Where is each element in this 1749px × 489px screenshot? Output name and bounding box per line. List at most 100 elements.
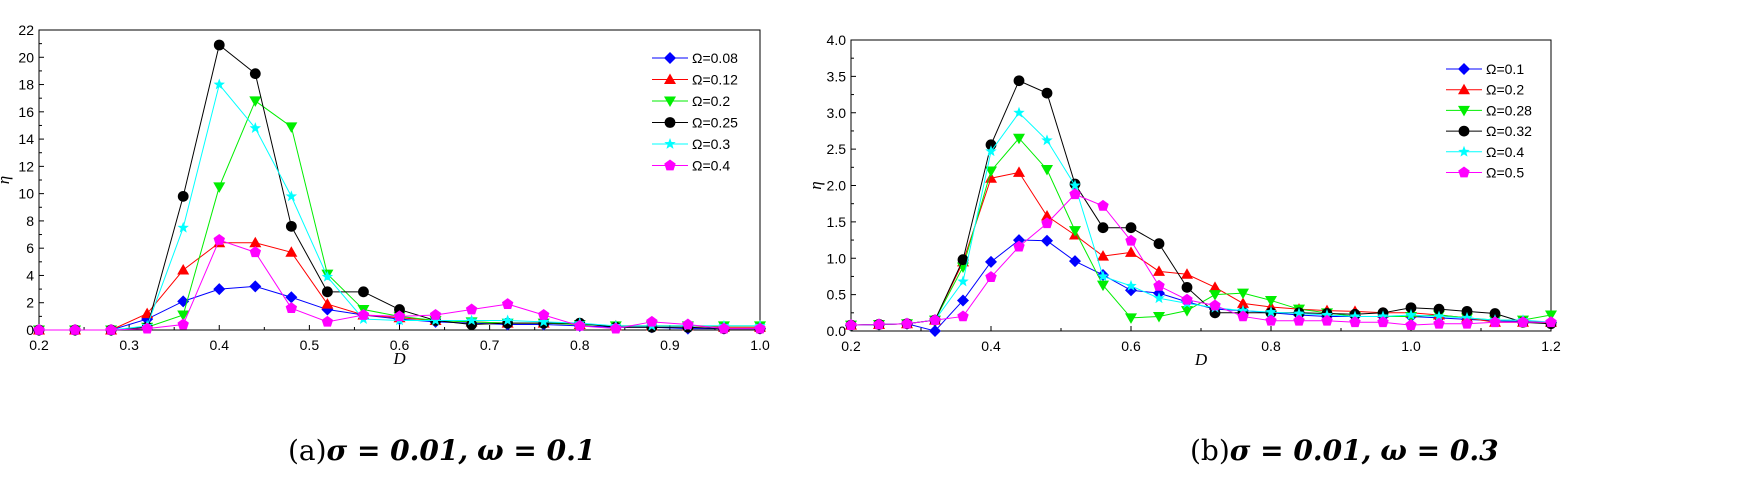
y-tick-label: 4 [26,267,34,283]
y-tick-label: 10 [18,186,34,202]
y-axis-label: η [806,181,825,189]
data-point [213,182,226,193]
legend-marker [1458,166,1470,178]
data-point [1041,164,1053,176]
data-point [1237,288,1249,300]
y-tick-label: 14 [18,131,34,147]
data-point [1069,179,1081,191]
data-point [1125,246,1137,257]
data-point [501,314,514,326]
data-point [249,96,262,107]
data-point [1041,87,1053,99]
caption-b-sigma: σ = 0.01, [1229,434,1372,467]
legend-marker [664,138,676,149]
data-point [1489,316,1501,328]
data-point [1153,311,1165,323]
legend-entry: Ω=0.4 [692,158,730,174]
data-point [985,145,997,157]
data-point [177,190,189,202]
data-point [1545,310,1557,321]
y-tick-label: 1.5 [827,214,847,230]
data-point [213,234,225,245]
caption-a: (a)σ = 0.01, ω = 0.1 [288,434,595,467]
data-point [873,318,885,330]
data-point [985,166,997,177]
data-point [929,325,941,337]
data-point [141,322,153,334]
legend-marker [1458,145,1470,157]
y-tick-label: 2.0 [827,178,847,194]
x-tick-label: 0.8 [570,337,590,353]
data-point [394,304,405,315]
data-point [537,309,550,320]
data-point [1237,297,1249,308]
legend-entry: Ω=0.12 [692,72,738,88]
data-point [957,275,969,287]
data-point [1013,133,1025,145]
data-point [1013,106,1025,118]
legend-entry: Ω=0.25 [692,115,738,131]
x-tick-label: 1.2 [1541,338,1561,354]
data-point [1097,280,1109,292]
series-line [850,80,1552,326]
y-tick-label: 2 [26,295,34,311]
x-tick-label: 0.2 [29,337,49,353]
x-tick-label: 0.6 [390,337,410,353]
data-point [957,294,969,307]
data-point [177,310,190,321]
y-tick-label: 2.5 [827,141,847,157]
data-point [901,317,913,329]
series-line [39,83,760,331]
data-point [285,190,298,202]
x-tick-label: 0.3 [119,337,139,353]
data-point [1097,250,1109,261]
data-point [1489,308,1501,319]
legend-entry: Ω=0.2 [692,93,730,109]
data-point [1097,270,1109,282]
data-point [33,324,45,335]
data-point [213,78,225,90]
data-point [646,315,658,327]
caption-a-prefix: (a) [288,434,327,467]
data-point [1265,295,1277,307]
x-tick-label: 1.0 [750,337,770,353]
data-point [1433,303,1445,315]
y-tick-label: 3.5 [827,68,847,84]
data-point [1517,316,1529,328]
y-tick-label: 12 [18,158,34,174]
data-point [501,298,514,309]
legend-marker [1458,63,1470,75]
x-tick-label: 0.2 [841,338,861,354]
data-point [321,270,334,282]
data-point [1433,310,1445,322]
series-line [850,137,1552,326]
caption-b-prefix: (b) [1190,434,1230,467]
data-point [1461,311,1473,323]
data-point [1377,310,1389,322]
x-tick-label: 0.5 [300,337,320,353]
data-point [1069,226,1081,237]
series-line [39,100,760,331]
data-point [1545,316,1557,328]
data-point [718,322,730,334]
y-tick-label: 18 [18,77,34,93]
data-point [213,283,226,296]
data-point [610,322,622,334]
legend-entry: Ω=0.3 [692,136,730,152]
data-point [1041,210,1053,221]
x-tick-label: 0.4 [981,338,1001,354]
legend-entry: Ω=0.5 [1486,165,1524,181]
data-point [1125,313,1137,324]
series-line [39,44,760,331]
y-tick-label: 0 [26,322,34,338]
data-point [249,68,261,80]
y-axis-label: η [0,176,13,184]
legend-marker [664,159,676,171]
data-point [537,315,550,327]
legend-entry: Ω=0.4 [1486,144,1524,160]
data-point [1125,234,1137,246]
data-point [285,220,297,232]
data-point [321,315,334,327]
data-point [429,314,442,326]
caption-a-sigma: σ = 0.01, [326,434,469,467]
